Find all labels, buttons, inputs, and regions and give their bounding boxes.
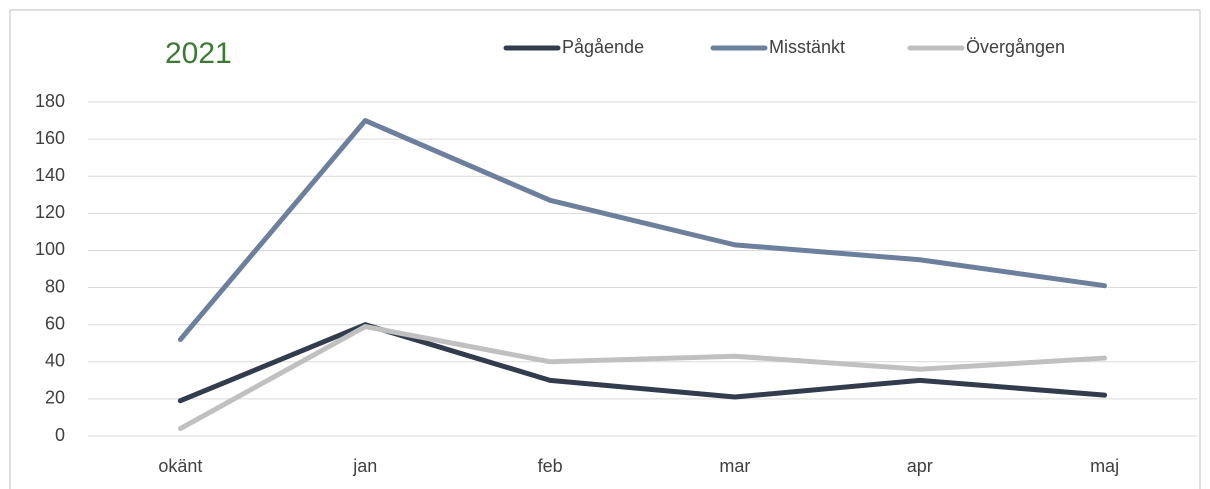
x-tick-label: okänt bbox=[158, 456, 202, 476]
y-tick-label: 20 bbox=[45, 388, 65, 408]
y-tick-label: 0 bbox=[55, 425, 65, 445]
series-line bbox=[177, 322, 1108, 404]
x-tick-label: mar bbox=[719, 456, 750, 476]
x-tick-label: maj bbox=[1090, 456, 1119, 476]
y-tick-label: 180 bbox=[35, 91, 65, 111]
y-tick-label: 140 bbox=[35, 165, 65, 185]
y-tick-label: 100 bbox=[35, 239, 65, 259]
x-tick-label: jan bbox=[352, 456, 377, 476]
legend-label: Övergången bbox=[966, 37, 1065, 57]
x-tick-label: apr bbox=[907, 456, 933, 476]
x-tick-label: feb bbox=[538, 456, 563, 476]
y-tick-label: 160 bbox=[35, 128, 65, 148]
chart-title: 2021 bbox=[165, 37, 232, 70]
y-tick-label: 120 bbox=[35, 202, 65, 222]
series-line bbox=[177, 118, 1108, 343]
y-tick-label: 80 bbox=[45, 276, 65, 296]
legend-label: Pågående bbox=[562, 37, 644, 57]
series-line bbox=[177, 324, 1108, 432]
y-tick-label: 40 bbox=[45, 351, 65, 371]
y-tick-label: 60 bbox=[45, 313, 65, 333]
chart-border bbox=[9, 9, 1201, 489]
legend-label: Misstänkt bbox=[769, 37, 845, 57]
